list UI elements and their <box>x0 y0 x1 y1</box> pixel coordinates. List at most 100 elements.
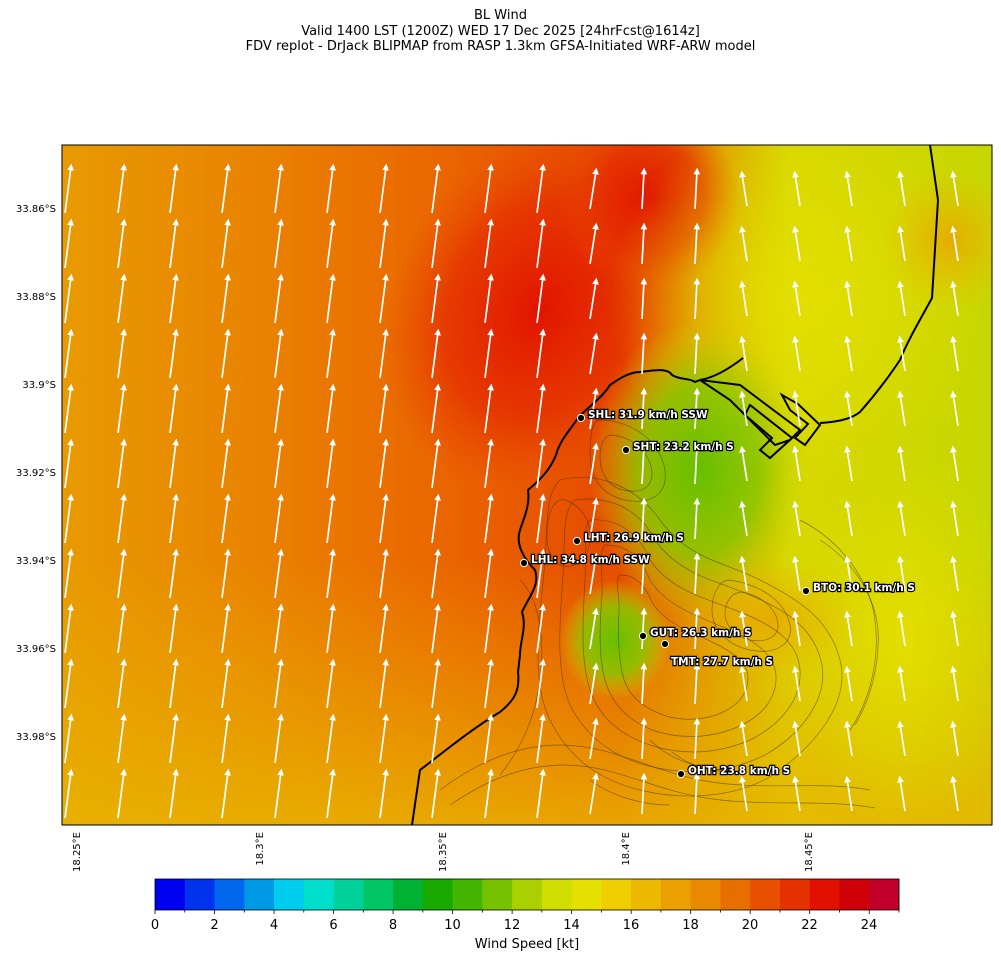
wind-arrow <box>326 438 336 489</box>
wind-arrow <box>64 493 74 544</box>
station-dot <box>676 769 686 779</box>
wind-arrow <box>431 328 441 379</box>
wind-arrow <box>536 548 546 599</box>
station-label: SHT: 23.2 km/h S <box>633 441 734 453</box>
wind-arrow <box>64 603 74 654</box>
station-gut[interactable]: GUT: 26.3 km/h S <box>638 626 753 641</box>
low-wind-zone <box>590 320 810 620</box>
colorbar-cell <box>363 879 394 910</box>
station-shl[interactable]: SHL: 31.9 km/h SSW <box>576 408 709 422</box>
wind-arrow <box>950 170 959 207</box>
wind-arrow <box>221 603 231 654</box>
wind-arrow <box>117 273 127 324</box>
wind-arrow <box>326 328 336 379</box>
wind-arrow <box>693 717 701 760</box>
wind-arrow <box>950 445 959 482</box>
wind-arrow <box>693 607 701 650</box>
station-lht[interactable]: LHT: 26.9 km/h S <box>572 531 685 546</box>
colorbar-cell <box>720 879 751 910</box>
wind-arrow <box>844 170 853 207</box>
colorbar-cell <box>184 879 216 910</box>
wind-arrow <box>897 335 906 372</box>
wind-arrow <box>64 713 74 764</box>
station-dot <box>638 631 648 641</box>
wind-arrow <box>640 167 648 210</box>
wind-arrow <box>379 713 389 764</box>
lon-tick-label: 18.3°E <box>255 832 266 866</box>
chart-title: BL Wind Valid 1400 LST (1200Z) WED 17 De… <box>0 8 1001 55</box>
wind-arrow <box>431 493 441 544</box>
colorbar-tick-label: 20 <box>742 918 759 933</box>
wind-arrow <box>326 493 336 544</box>
wind-arrow <box>117 383 127 434</box>
wind-arrow <box>274 713 284 764</box>
longitude-axis: 18.25°E 18.3°E 18.35°E 18.4°E 18.45°E <box>72 832 815 872</box>
wind-arrow <box>950 280 959 317</box>
colorbar-tick-label: 22 <box>801 918 818 933</box>
station-label: BTO: 30.1 km/h S <box>813 582 915 594</box>
wind-arrow <box>792 280 801 317</box>
wind-arrow <box>274 493 284 544</box>
wind-arrow <box>64 768 74 819</box>
wind-arrow <box>326 713 336 764</box>
wind-arrow <box>221 438 231 489</box>
wind-arrow <box>221 658 231 709</box>
station-markers: SHL: 31.9 km/h SSW SHT: 23.2 km/h S LHT:… <box>519 408 916 779</box>
wind-arrow <box>792 170 801 207</box>
wind-arrow <box>326 163 336 214</box>
station-tmt[interactable]: TMT: 27.7 km/h S <box>660 639 774 669</box>
wind-arrow <box>117 548 127 599</box>
wind-arrow <box>844 610 853 647</box>
wind-arrow <box>640 552 648 595</box>
wind-arrow <box>792 610 801 647</box>
wind-arrow <box>484 493 494 544</box>
wind-arrow <box>640 222 648 265</box>
wind-arrow <box>64 548 74 599</box>
colorbar-tick-label: 24 <box>861 918 878 933</box>
station-lhl[interactable]: LHL: 34.8 km/h SSW <box>519 553 651 567</box>
wind-arrow <box>844 390 853 427</box>
wind-arrow <box>844 225 853 262</box>
wind-arrow <box>589 497 599 540</box>
lat-tick-label: 33.94°S <box>16 556 56 567</box>
wind-arrow <box>739 555 748 592</box>
wind-arrow <box>274 548 284 599</box>
wind-arrow <box>274 658 284 709</box>
wind-arrow <box>221 713 231 764</box>
wind-arrow <box>844 335 853 372</box>
wind-arrow <box>589 387 599 430</box>
wind-arrow <box>379 438 389 489</box>
wind-arrow <box>897 390 906 427</box>
wind-arrow <box>897 775 906 812</box>
wind-arrow <box>792 225 801 262</box>
wind-arrow <box>589 442 599 485</box>
colorbar-cell <box>601 879 632 910</box>
wind-arrow <box>484 548 494 599</box>
low-wind-zone-south <box>560 580 670 700</box>
wind-arrow <box>536 438 546 489</box>
colorbar-cell <box>750 879 781 910</box>
wind-arrow <box>169 438 179 489</box>
wind-arrow <box>64 658 74 709</box>
wind-arrow <box>897 555 906 592</box>
wind-arrow <box>950 610 959 647</box>
wind-arrow <box>431 273 441 324</box>
colorbar-cell <box>809 879 840 910</box>
wind-arrow <box>326 603 336 654</box>
latitude-axis: 33.86°S 33.88°S 33.9°S 33.92°S 33.94°S 3… <box>16 204 56 743</box>
colorbar-tick-label: 18 <box>682 918 699 933</box>
station-bto[interactable]: BTO: 30.1 km/h S <box>801 581 916 595</box>
station-dot <box>572 536 582 546</box>
wind-arrow <box>379 218 389 269</box>
wind-arrow <box>897 170 906 207</box>
station-oht[interactable]: OHT: 23.8 km/h S <box>676 764 791 779</box>
wind-arrow <box>693 222 701 265</box>
wind-arrow <box>844 665 853 702</box>
wind-arrow <box>326 768 336 819</box>
title-line-1: BL Wind <box>474 8 527 23</box>
wind-arrow <box>64 273 74 324</box>
wind-arrow <box>792 445 801 482</box>
station-sht[interactable]: SHT: 23.2 km/h S <box>621 440 735 454</box>
wind-arrow <box>379 603 389 654</box>
wind-arrow <box>640 717 648 760</box>
